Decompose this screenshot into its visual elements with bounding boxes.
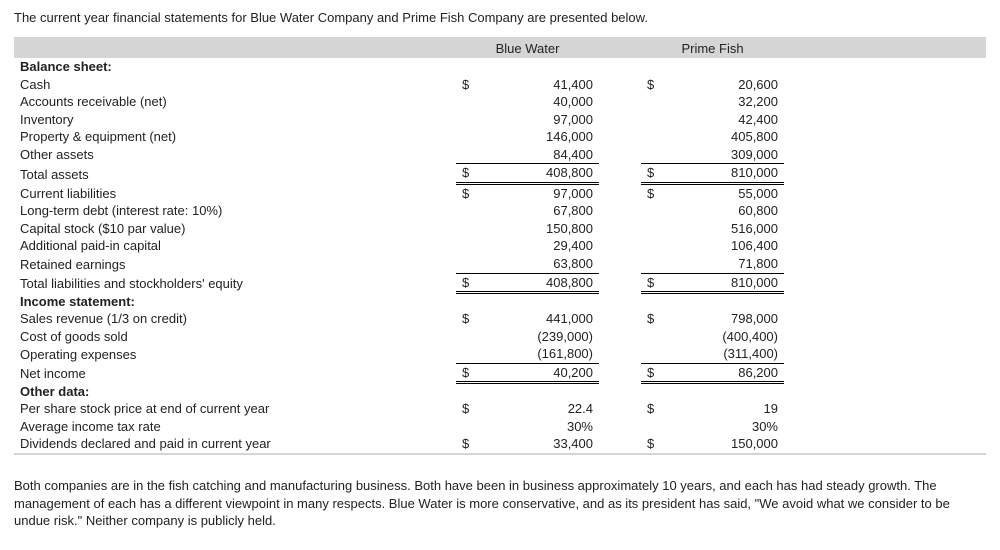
section-income: Income statement: [14,293,456,311]
row-ar: Accounts receivable (net)40,00032,200 [14,93,986,111]
row-re: Retained earnings63,80071,800 [14,255,986,273]
row-sales: Sales revenue (1/3 on credit)$441,000$79… [14,310,986,328]
row-cl: Current liabilities$97,000$55,000 [14,183,986,202]
outro-text: Both companies are in the fish catching … [14,477,986,530]
header-row: Blue Water Prime Fish [14,39,986,58]
row-opex: Operating expenses(161,800)(311,400) [14,345,986,363]
row-cs: Capital stock ($10 par value)150,800516,… [14,220,986,238]
row-tax: Average income tax rate30%30% [14,418,986,436]
row-ppe: Property & equipment (net)146,000405,800 [14,128,986,146]
row-cash: Cash$41,400$20,600 [14,76,986,94]
section-balance: Balance sheet: [14,58,456,76]
row-ta: Total assets$408,800$810,000 [14,164,986,184]
col-header-primefish: Prime Fish [641,39,784,58]
row-ltd: Long-term debt (interest rate: 10%)67,80… [14,202,986,220]
intro-text: The current year financial statements fo… [14,10,986,25]
row-price: Per share stock price at end of current … [14,400,986,418]
row-tle: Total liabilities and stockholders' equi… [14,273,986,293]
col-header-bluewater: Blue Water [456,39,599,58]
row-oa: Other assets84,400309,000 [14,146,986,164]
row-cogs: Cost of goods sold(239,000)(400,400) [14,328,986,346]
row-div: Dividends declared and paid in current y… [14,435,986,453]
section-other: Other data: [14,383,456,401]
row-inv: Inventory97,00042,400 [14,111,986,129]
row-apic: Additional paid-in capital29,400106,400 [14,237,986,255]
row-ni: Net income$40,200$86,200 [14,363,986,383]
financial-table: Blue Water Prime Fish Balance sheet: Cas… [14,37,986,455]
